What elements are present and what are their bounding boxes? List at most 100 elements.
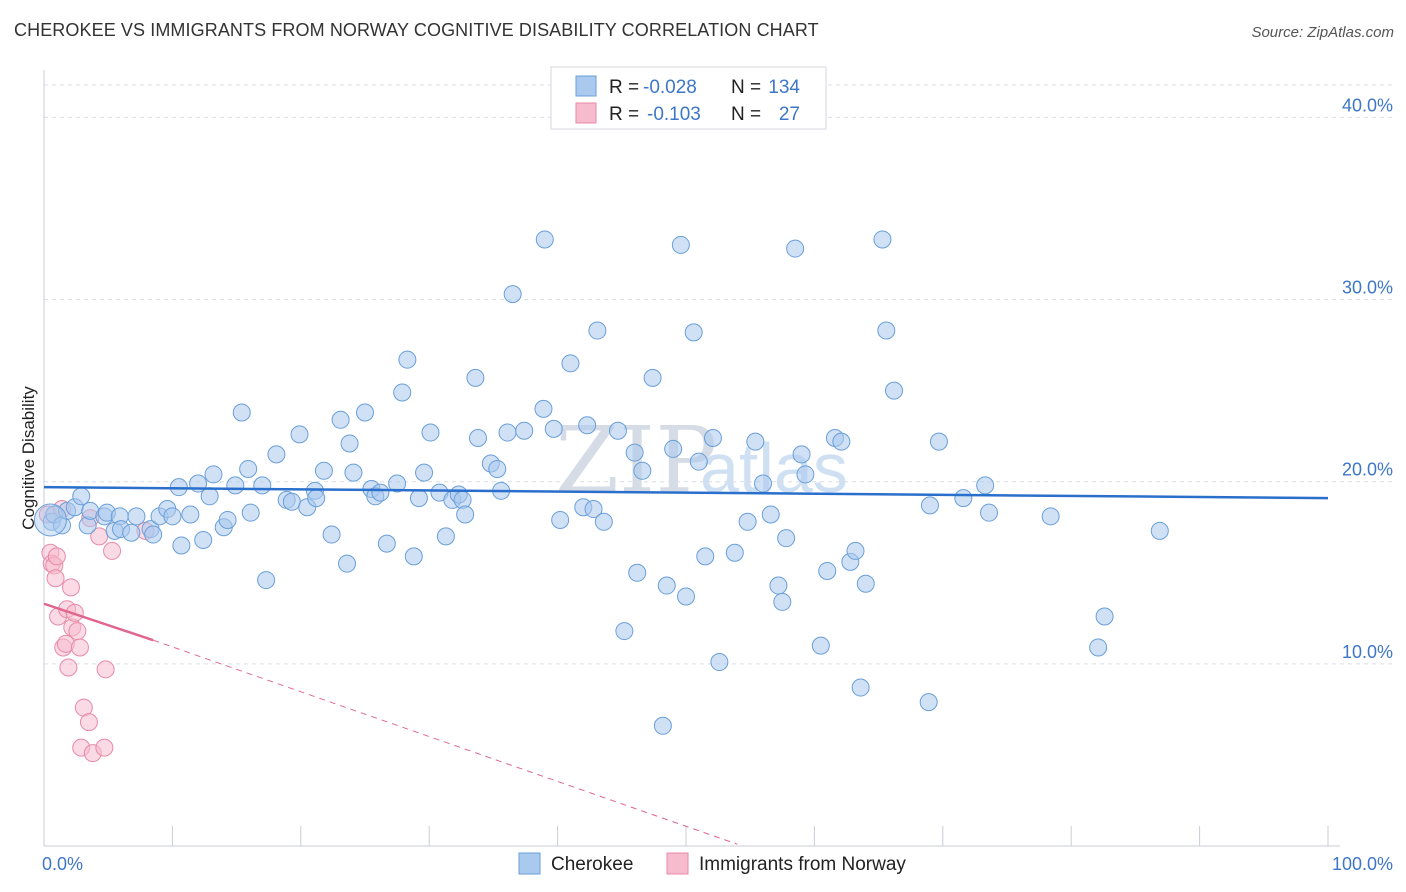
- cherokee-point-52: [377, 534, 396, 553]
- bottom-legend-label-cherokee: Cherokee: [551, 854, 633, 875]
- cherokee-point-32: [241, 503, 260, 522]
- bottom-legend-swatch-norway: [666, 852, 689, 875]
- cherokee-point-106: [773, 592, 792, 611]
- cherokee-point-108: [786, 239, 805, 258]
- legend-r-label-2: R =: [609, 104, 639, 125]
- cherokee-point-57: [409, 489, 428, 508]
- norway-point-5: [47, 547, 66, 566]
- cherokee-point-100: [725, 543, 744, 562]
- norway-point-15: [68, 622, 87, 641]
- norway-trend-line-extension: [152, 639, 738, 845]
- cherokee-point-83: [594, 512, 613, 531]
- cherokee-point-38: [290, 425, 309, 444]
- cherokee-point-90: [653, 716, 672, 735]
- norway-point-19: [79, 713, 98, 732]
- cherokee-point-53: [388, 474, 407, 493]
- cherokee-point-118: [856, 574, 875, 593]
- cherokee-point-123: [920, 496, 939, 515]
- cherokee-point-111: [811, 636, 830, 655]
- y-axis-tick-labels: 10.0% 20.0% 30.0% 40.0%: [1342, 95, 1393, 661]
- cherokee-point-22: [181, 505, 200, 524]
- legend-r-label-1: R =: [609, 77, 639, 98]
- cherokee-point-29: [226, 476, 245, 495]
- cherokee-point-72: [503, 285, 522, 304]
- cherokee-point-24: [194, 531, 213, 549]
- cherokee-point-large: [33, 503, 67, 537]
- cherokee-point-35: [267, 445, 286, 464]
- cherokee-point-86: [625, 443, 644, 462]
- cherokee-point-5: [72, 487, 91, 506]
- cherokee-point-80: [578, 416, 597, 435]
- cherokee-point-25: [200, 487, 219, 506]
- cherokee-point-127: [980, 503, 999, 522]
- bottom-legend-label-norway: Immigrants from Norway: [699, 854, 906, 875]
- cherokee-point-46: [340, 434, 359, 453]
- cherokee-point-96: [689, 452, 708, 471]
- cherokee-point-82: [588, 321, 607, 340]
- cherokee-point-126: [976, 476, 995, 495]
- cherokee-point-124: [929, 432, 948, 451]
- cherokee-point-21: [172, 536, 191, 555]
- y-axis-label: Cognitive Disability: [19, 386, 38, 530]
- cherokee-point-54: [393, 383, 412, 402]
- cherokee-point-122: [919, 693, 938, 712]
- cherokee-point-48: [356, 403, 374, 422]
- cherokee-point-19: [163, 507, 182, 526]
- cherokee-point-16: [144, 525, 163, 544]
- gridlines: [44, 84, 1392, 665]
- cherokee-point-116: [846, 541, 865, 560]
- cherokee-point-87: [628, 563, 647, 582]
- cherokee-point-89: [643, 368, 662, 387]
- cherokee-point-97: [696, 547, 715, 566]
- norway-point-24: [96, 660, 115, 679]
- cherokee-point-92: [664, 439, 683, 458]
- cherokee-point-13: [122, 523, 141, 542]
- cherokee-point-78: [561, 354, 580, 373]
- y-tick-label-10: 10.0%: [1342, 642, 1393, 662]
- norway-point-11: [59, 658, 78, 677]
- cherokee-point-128: [1041, 507, 1060, 526]
- chart-title: CHEROKEE VS IMMIGRANTS FROM NORWAY COGNI…: [14, 20, 819, 40]
- cherokee-point-117: [851, 678, 870, 697]
- cherokee-point-81: [584, 500, 603, 519]
- cherokee-point-119: [873, 230, 892, 249]
- series-cherokee-points: [33, 230, 1169, 735]
- cherokee-point-67: [468, 429, 487, 447]
- watermark-atlas: atlas: [700, 429, 848, 507]
- cherokee-point-74: [534, 399, 553, 418]
- cherokee-point-31: [239, 459, 258, 478]
- cherokee-point-130: [1095, 607, 1114, 626]
- norway-point-12: [61, 578, 80, 597]
- cherokee-point-65: [456, 505, 475, 524]
- cherokee-point-104: [761, 505, 780, 524]
- y-tick-label-40: 40.0%: [1342, 95, 1393, 115]
- cherokee-point-121: [885, 381, 904, 400]
- legend-r-value-2: -0.103: [647, 104, 701, 125]
- cherokee-point-51: [371, 483, 390, 502]
- cherokee-point-88: [633, 461, 652, 480]
- cherokee-point-59: [421, 423, 440, 442]
- cherokee-point-103: [754, 474, 773, 493]
- cherokee-point-112: [818, 561, 837, 580]
- cherokee-point-85: [615, 622, 634, 641]
- correlation-legend: R = -0.028 N = 134 R = -0.103 N = 27: [550, 66, 827, 130]
- cherokee-point-91: [657, 576, 676, 595]
- cherokee-trend-line: [43, 485, 1329, 500]
- cherokee-point-107: [777, 529, 796, 548]
- norway-point-4: [46, 569, 65, 588]
- source-credit: Source: ZipAtlas.com: [1251, 24, 1394, 41]
- series-legend: Cherokee Immigrants from Norway: [518, 852, 906, 875]
- cherokee-point-110: [796, 465, 815, 484]
- cherokee-point-84: [608, 421, 627, 440]
- trend-lines: [43, 485, 1329, 845]
- cherokee-point-34: [257, 571, 276, 590]
- legend-n-label-1: N =: [731, 77, 761, 98]
- legend-n-value-2: 27: [779, 104, 800, 125]
- x-tick-label-min: 0.0%: [42, 854, 83, 874]
- cherokee-point-58: [415, 463, 434, 482]
- cherokee-point-55: [398, 350, 417, 369]
- norway-trend-line: [43, 602, 154, 642]
- legend-swatch-cherokee: [575, 75, 597, 97]
- cherokee-point-71: [498, 423, 517, 442]
